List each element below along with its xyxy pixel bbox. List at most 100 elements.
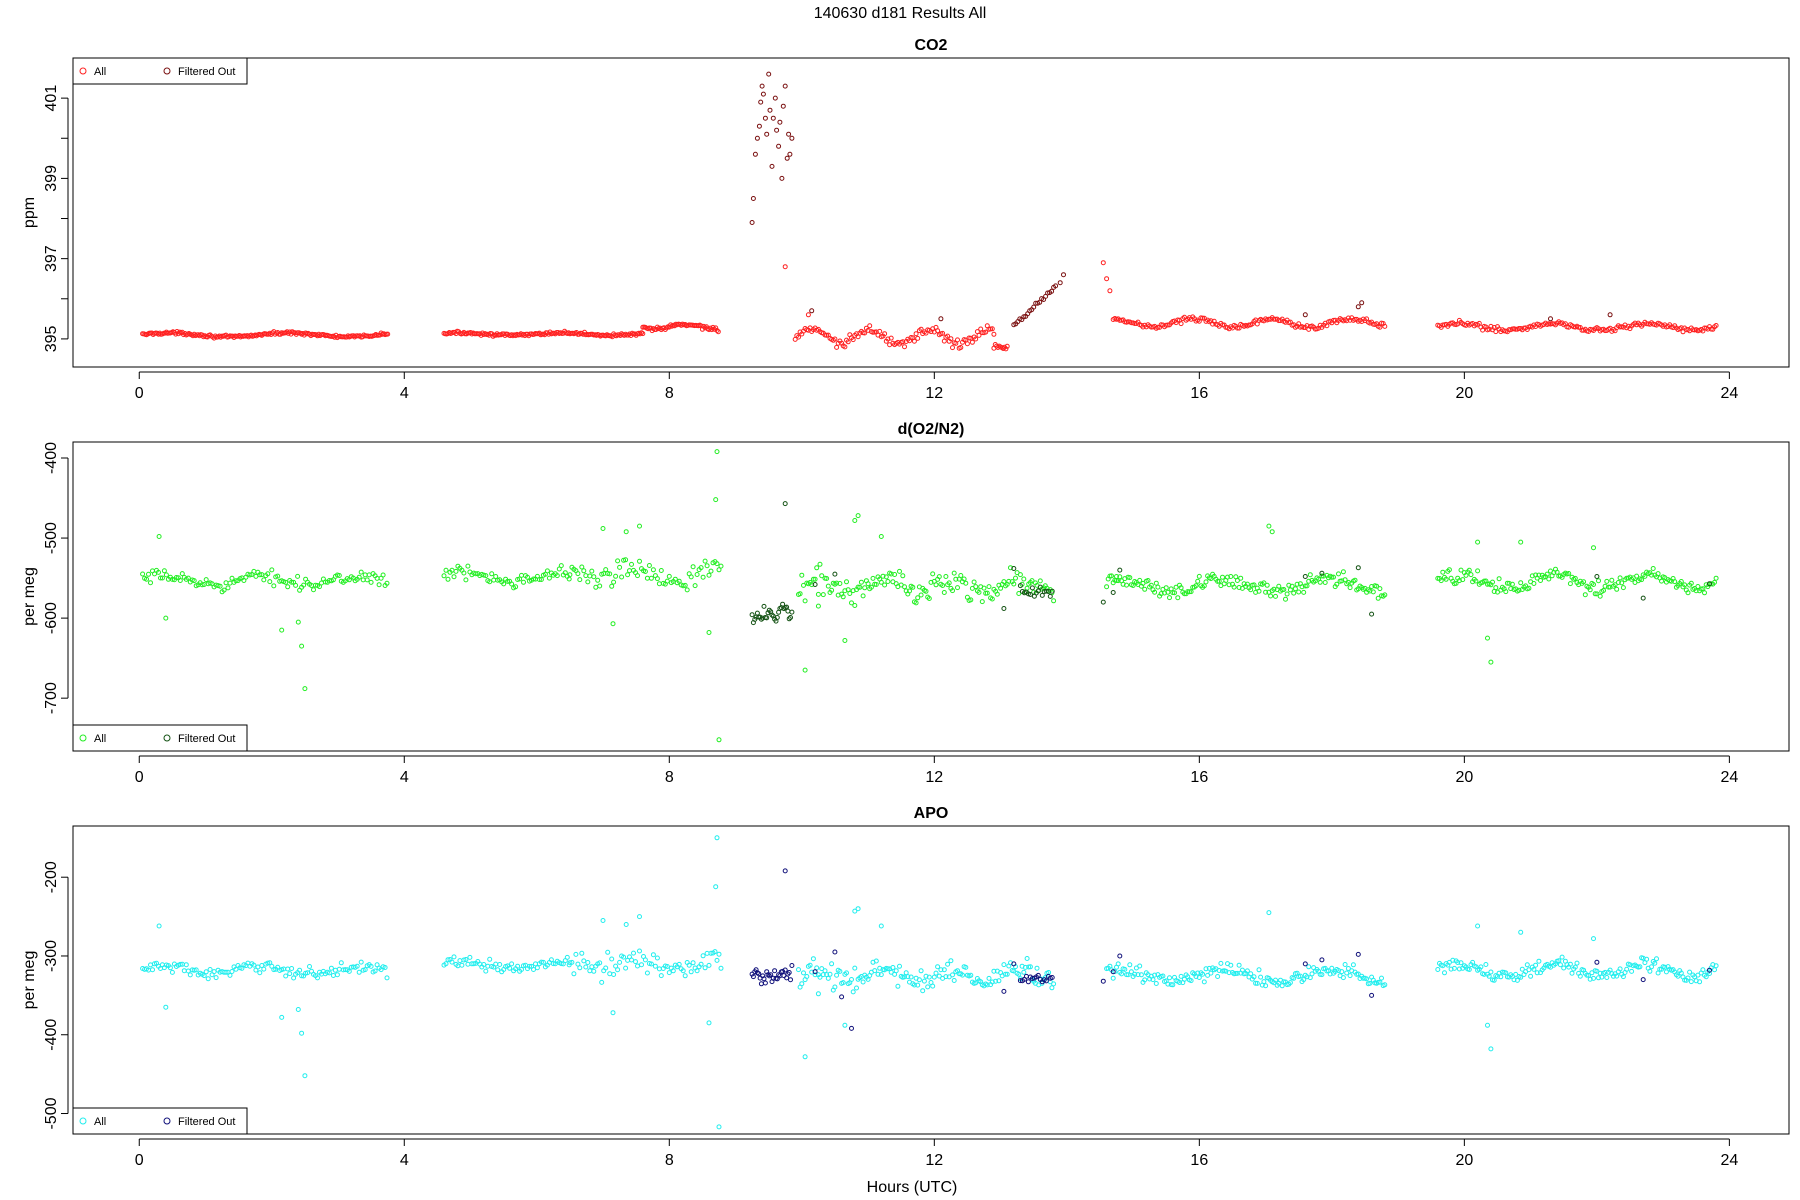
data-point [1128, 969, 1134, 975]
data-point [1178, 321, 1184, 327]
data-point [1516, 587, 1522, 593]
data-point [923, 973, 929, 979]
data-point [1100, 599, 1106, 605]
data-point [1707, 971, 1712, 976]
data-point [338, 960, 344, 966]
data-point [521, 579, 526, 585]
data-point [1057, 280, 1063, 286]
data-point [513, 584, 519, 590]
data-point [1107, 288, 1113, 294]
data-point [754, 610, 760, 616]
data-point [1045, 290, 1051, 296]
data-point [1490, 579, 1495, 585]
data-point [1453, 580, 1459, 586]
data-point [1534, 970, 1540, 976]
data-point [637, 914, 642, 920]
data-point [940, 330, 946, 336]
data-point [782, 868, 788, 874]
data-point [1531, 966, 1537, 972]
data-point [1017, 583, 1023, 589]
data-point [845, 339, 851, 345]
data-point [757, 975, 763, 981]
data-point [199, 582, 205, 588]
data-point [1266, 523, 1272, 529]
data-point [706, 962, 712, 968]
data-point [1034, 965, 1040, 971]
data-point [591, 574, 597, 580]
data-point [1001, 988, 1007, 994]
data-point [1685, 590, 1691, 596]
panel-title: CO2 [915, 37, 948, 54]
y-tick-label: -600 [43, 602, 60, 634]
data-point [1132, 971, 1138, 977]
data-point [1029, 585, 1035, 591]
data-point [704, 950, 710, 956]
data-point [633, 959, 638, 965]
data-point [315, 975, 320, 981]
x-tick-label: 20 [1455, 1152, 1473, 1169]
data-point [449, 959, 455, 965]
data-point [802, 1054, 808, 1060]
data-point [950, 345, 955, 351]
data-point [583, 964, 589, 970]
data-point [509, 961, 515, 967]
data-point [1167, 595, 1172, 601]
data-point [764, 615, 770, 621]
panel-2: d(O2/N2) per meg 0 4 8 12 16 20 24 -400 -500 -600 -7… [21, 421, 1790, 786]
data-point [1327, 971, 1333, 977]
data-point [159, 575, 165, 581]
data-point [587, 573, 593, 579]
data-point [716, 567, 722, 573]
data-point [566, 962, 572, 968]
data-point [1654, 956, 1659, 962]
data-point [328, 965, 334, 971]
data-point [1299, 584, 1305, 590]
panels: CO2 ppm 0 4 8 12 16 20 24 395 397 399 401 All Filtered… [21, 37, 1790, 1169]
data-point [907, 588, 912, 594]
data-point [1248, 587, 1254, 593]
x-tick-label: 8 [665, 385, 674, 402]
data-point [718, 563, 724, 569]
data-point [1203, 966, 1209, 972]
data-point [953, 576, 959, 582]
data-point [1355, 951, 1361, 957]
data-point [1440, 569, 1446, 575]
data-point [1693, 588, 1699, 594]
data-point [1301, 589, 1307, 595]
data-point [1567, 581, 1573, 587]
data-point [1592, 591, 1598, 597]
data-point [642, 569, 648, 574]
data-point [595, 577, 601, 583]
data-point [1175, 595, 1181, 601]
data-point [779, 175, 785, 181]
data-point [1319, 972, 1325, 978]
data-point [888, 335, 894, 341]
data-point [1594, 574, 1600, 579]
data-point [1140, 580, 1146, 586]
data-point [515, 963, 521, 969]
data-point [317, 584, 322, 590]
data-point [330, 973, 336, 978]
data-point [445, 576, 451, 582]
data-point [714, 328, 720, 333]
data-point [902, 584, 907, 590]
data-point [1581, 579, 1587, 585]
data-point [368, 579, 374, 585]
data-point [251, 568, 257, 574]
x-tick-label: 8 [665, 769, 674, 786]
data-point [1647, 968, 1653, 974]
data-point [973, 336, 979, 342]
data-point [1678, 325, 1684, 331]
data-point [1617, 966, 1623, 972]
data-point [768, 972, 774, 978]
data-point [384, 975, 390, 981]
data-point [1377, 979, 1383, 985]
data-point [713, 884, 719, 890]
data-point [609, 956, 615, 962]
data-point [756, 971, 762, 977]
data-point [163, 1004, 169, 1010]
data-point [443, 567, 449, 573]
data-point [1127, 575, 1133, 581]
data-point [443, 961, 449, 967]
data-point [1382, 592, 1388, 598]
